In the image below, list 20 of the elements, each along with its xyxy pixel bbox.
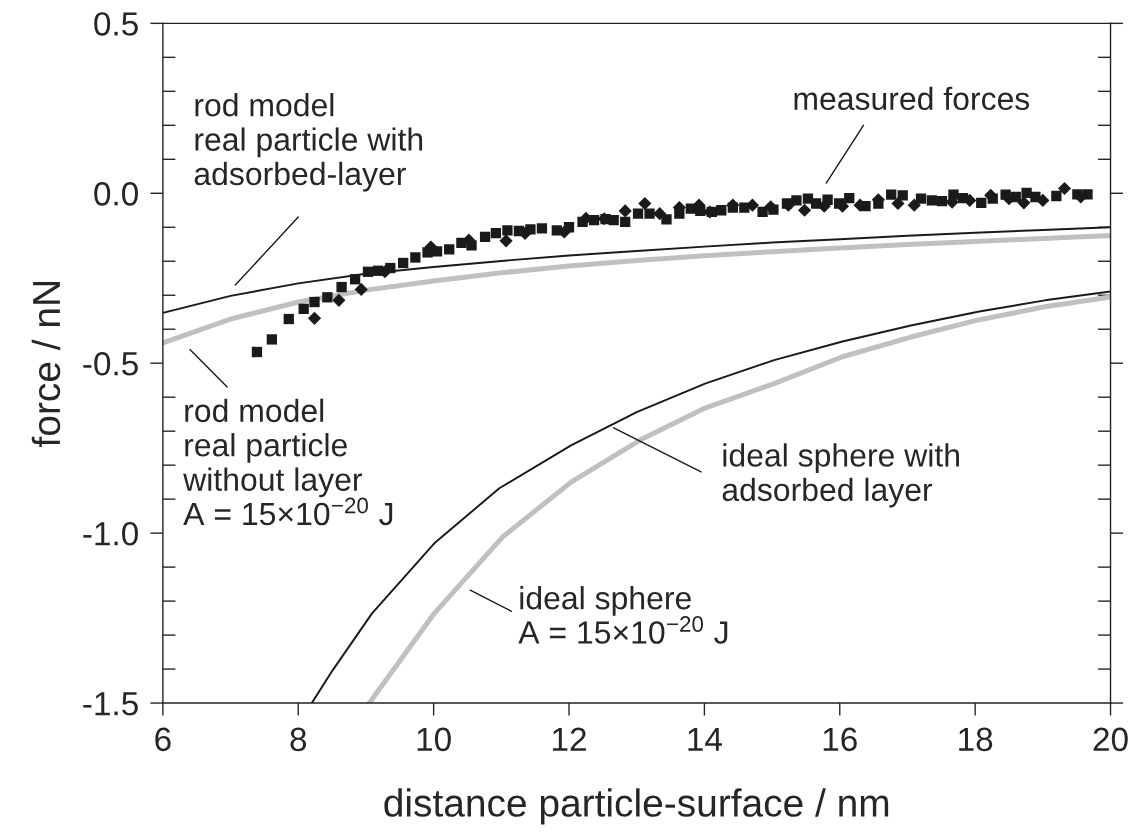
x-tick-label: 18 — [959, 727, 993, 752]
x-tick-label: 12 — [553, 727, 586, 751]
y-tick-label: 0.0 — [94, 182, 138, 206]
x-tick-label: 10 — [417, 727, 451, 752]
x-tick-label: 16 — [823, 727, 857, 752]
annotation: ideal sphere with adsorbed layer — [722, 443, 959, 508]
x-tick-label: 6 — [155, 727, 171, 752]
annotation: ideal sphere A = 15×10$^{−20}$ J — [518, 586, 728, 644]
y-tick-label: 0.5 — [94, 12, 138, 36]
x-tick-label: 8 — [290, 727, 307, 752]
x-axis-title: distance particle-surface / nm — [384, 788, 889, 825]
x-tick-label: 14 — [688, 727, 722, 751]
annotation: measured forces — [794, 86, 1030, 111]
y-axis-title: force / nN — [31, 282, 61, 447]
annotation: rod model real particle without layer A = 15×10$^{−20}$ J — [183, 398, 393, 526]
y-tick-label: -1.5 — [83, 692, 138, 716]
annotation: rod model real particle with adsorbed-layer — [194, 93, 423, 192]
y-tick-label: -0.5 — [83, 352, 138, 376]
x-tick-label: 20 — [1093, 727, 1128, 752]
y-tick-label: -1.0 — [83, 521, 138, 546]
